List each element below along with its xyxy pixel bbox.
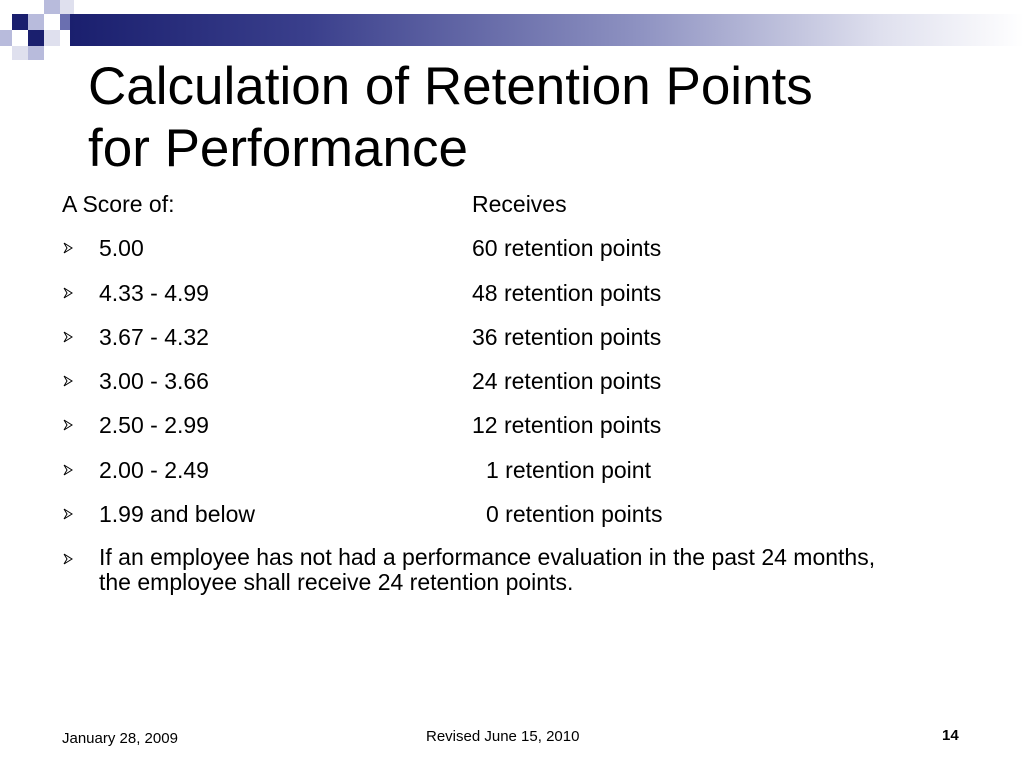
list-item: 3.00 - 3.66 24 retention points [0,367,1024,395]
arrow-bullet-icon [63,375,73,387]
slide-title-line-1: Calculation of Retention Points [88,57,813,116]
retention-points: 36 retention points [472,324,662,350]
score-range: 1.99 and below [99,501,256,527]
arrow-bullet-icon [63,287,73,299]
arrow-bullet-icon [63,464,73,476]
list-item: 1.99 and below 0 retention points [0,500,1024,528]
list-item: 2.00 - 2.49 1 retention point [0,456,1024,484]
retention-points: 12 retention points [472,412,662,438]
page-number: 14 [942,727,959,744]
header-gradient-bar [70,14,1024,46]
arrow-bullet-icon [63,331,73,343]
score-range: 3.00 - 3.66 [99,368,209,394]
evaluation-note: If an employee has not had a performance… [99,544,876,595]
retention-points: 24 retention points [472,368,662,394]
arrow-bullet-icon [63,242,73,254]
retention-points: 60 retention points [472,235,662,261]
slide-title: Calculation of Retention Points for Perf… [88,56,988,180]
footer-revised: Revised June 15, 2010 [426,728,580,745]
score-range: 5.00 [99,235,144,261]
footer-date: January 28, 2009 [62,730,178,747]
score-range: 4.33 - 4.99 [99,280,209,306]
retention-points: 1 retention point [486,457,651,483]
arrow-bullet-icon [63,553,73,565]
list-item: 5.00 60 retention points [0,234,1024,262]
list-item: 4.33 - 4.99 48 retention points [0,279,1024,307]
slide-title-line-2: for Performance [88,119,468,178]
score-range: 2.00 - 2.49 [99,457,209,483]
score-column-header: A Score of: [62,191,175,217]
receives-column-header: Receives [472,191,567,217]
retention-points: 0 retention points [486,501,663,527]
arrow-bullet-icon [63,419,73,431]
score-range: 3.67 - 4.32 [99,324,209,350]
list-item: 2.50 - 2.99 12 retention points [0,411,1024,439]
score-range: 2.50 - 2.99 [99,412,209,438]
retention-points: 48 retention points [472,280,662,306]
list-item: 3.67 - 4.32 36 retention points [0,323,1024,351]
arrow-bullet-icon [63,508,73,520]
